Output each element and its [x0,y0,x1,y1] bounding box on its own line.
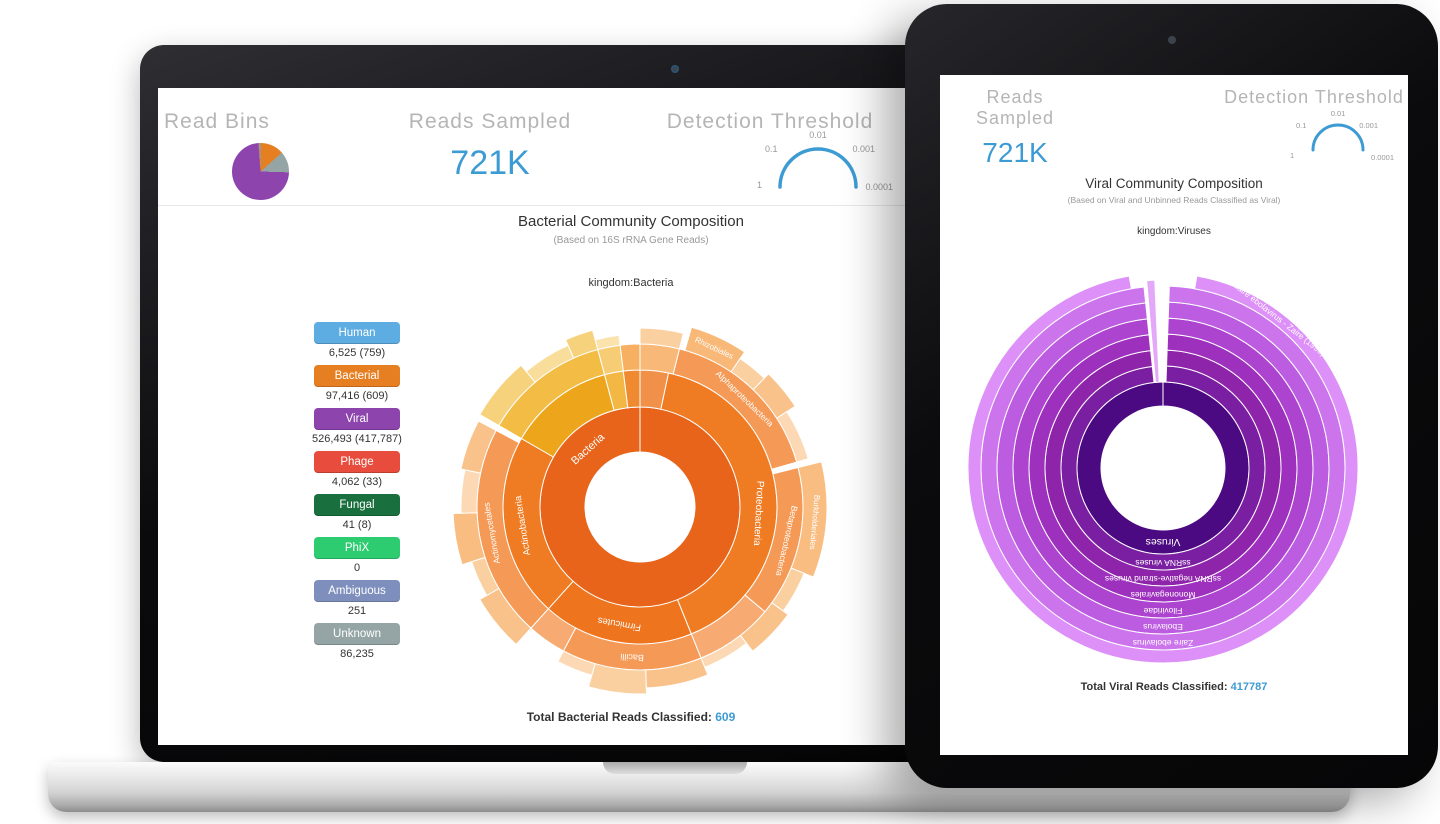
sunburst-segment[interactable] [619,343,641,372]
sunburst-label: Bacilli [620,652,644,663]
page-subtitle: (Based on 16S rRNA Gene Reads) [553,235,709,246]
bin-count-phix: 0 [353,562,361,574]
detection-threshold-gauge: 0.01 0.1 0.001 1 0.0001 [1282,109,1394,163]
bin-button-unknown[interactable]: Unknown [314,623,400,645]
tablet-screen: Reads Sampled 721K Detection Threshold 0… [940,75,1408,755]
bin-button-bacterial[interactable]: Bacterial [314,365,400,387]
bin-button-phage[interactable]: Phage [314,451,400,473]
gauge-tick-label: 0.0001 [1371,153,1394,162]
gauge-tick-label: 0.1 [765,144,778,154]
page-title: Bacterial Community Composition [518,213,744,230]
gauge-tick-label: 0.01 [809,130,827,140]
reads-sampled-block: Reads Sampled 721K [945,87,1085,169]
reads-sampled-value: 721K [982,137,1048,168]
sunburst-label: Filoviridae [1143,606,1182,616]
bin-button-phix[interactable]: PhiX [314,537,400,559]
gauge-tick-label: 0.001 [852,144,875,154]
bin-count-unknown: 86,235 [340,648,374,660]
sunburst-segment[interactable] [639,343,681,375]
bin-button-viral[interactable]: Viral [314,408,400,430]
total-bacterial-reads: Total Bacterial Reads Classified: 609 [158,710,1104,724]
reads-sampled-block: Reads Sampled 721K [390,110,590,183]
dashboard-header: Read Bins Reads Sampled 721K Detection T… [158,88,1192,206]
read-bins-label: Read Bins [164,110,270,133]
bin-button-fungal[interactable]: Fungal [314,494,400,516]
gauge-tick-label: 1 [757,180,763,190]
laptop-camera-dot [671,65,679,73]
reads-sampled-label: Reads Sampled [408,110,572,133]
sunburst-segment[interactable] [460,420,497,474]
sunburst-label: Ebolavirus [1143,622,1183,632]
tablet-camera-dot [1167,36,1176,44]
sunburst-segment[interactable] [776,410,809,463]
tablet-frame: Reads Sampled 721K Detection Threshold 0… [905,4,1438,788]
gauge-tick-label: 0.1 [1296,121,1307,130]
sunburst-label: Viruses [1146,536,1181,548]
bin-count-ambiguous: 251 [347,605,367,617]
viral-sunburst-chart[interactable]: Viruses ssRNA viruses ssRNA negative-stran… [968,273,1358,663]
sunburst-label: Mononegavirales [1131,590,1196,600]
sunburst-segment-viruses[interactable] [1076,381,1250,555]
reads-sampled-label: Reads Sampled [975,87,1055,128]
detection-threshold-label: Detection Threshold [666,110,874,133]
bacterial-sunburst-chart[interactable]: BacteriaProteobacteriaFirmicutesActinoba… [450,317,830,697]
read-bins-legend: Human 6,525 (759) Bacterial 97,416 (609)… [312,322,402,666]
total-value: 417787 [1230,681,1268,693]
sunburst-segment[interactable] [639,327,684,350]
detection-threshold-gauge: 0.01 0.1 0.001 1 0.0001 [743,130,893,194]
gauge-arc-icon [778,147,858,189]
bin-count-human: 6,525 (759) [328,347,386,359]
read-bins-pie-chart[interactable] [232,143,289,200]
sunburst-segment[interactable] [594,334,621,351]
total-label: Total Bacterial Reads Classified: [526,710,712,724]
gauge-tick-label: 0.001 [1359,121,1378,130]
bin-button-ambiguous[interactable]: Ambiguous [314,580,400,602]
sunburst-label: ssRNA negative-strand viruses [1105,574,1221,584]
gauge-tick-label: 1 [1290,151,1295,160]
total-label: Total Viral Reads Classified: [1080,681,1228,693]
sunburst-label: Proteobacteria [751,480,765,546]
sunburst-label: ssRNA viruses [1135,558,1190,568]
page-title: Viral Community Composition [1085,176,1263,191]
detection-threshold-label: Detection Threshold [1224,87,1404,107]
total-viral-reads: Total Viral Reads Classified: 417787 [940,681,1408,693]
gauge-tick-label: 0.01 [1330,109,1346,118]
page-subtitle: (Based on Viral and Unbinned Reads Class… [1067,195,1281,205]
sunburst-segment[interactable] [557,650,596,676]
sunburst-label: Zaire ebolavirus [1133,638,1193,648]
sunburst-segment-zaire-ebolavirus-zaire-1995-[interactable] [968,275,1358,663]
bin-count-viral: 526,493 (417,787) [312,433,402,445]
laptop-lid-notch [603,762,747,774]
sunburst-segment-bacteria[interactable] [539,406,741,608]
breadcrumb[interactable]: kingdom:Bacteria [588,277,674,289]
gauge-tick-label: 0.0001 [865,182,893,192]
sunburst-segment[interactable] [1146,279,1160,383]
reads-sampled-value: 721K [450,144,530,182]
bin-count-fungal: 41 (8) [342,519,372,531]
bin-count-bacterial: 97,416 (609) [325,390,389,402]
gauge-arc-icon [1311,123,1365,152]
bin-count-phage: 4,062 (33) [331,476,383,488]
bin-button-human[interactable]: Human [314,322,400,344]
breadcrumb[interactable]: kingdom:Viruses [1137,226,1211,237]
total-value: 609 [715,710,736,724]
